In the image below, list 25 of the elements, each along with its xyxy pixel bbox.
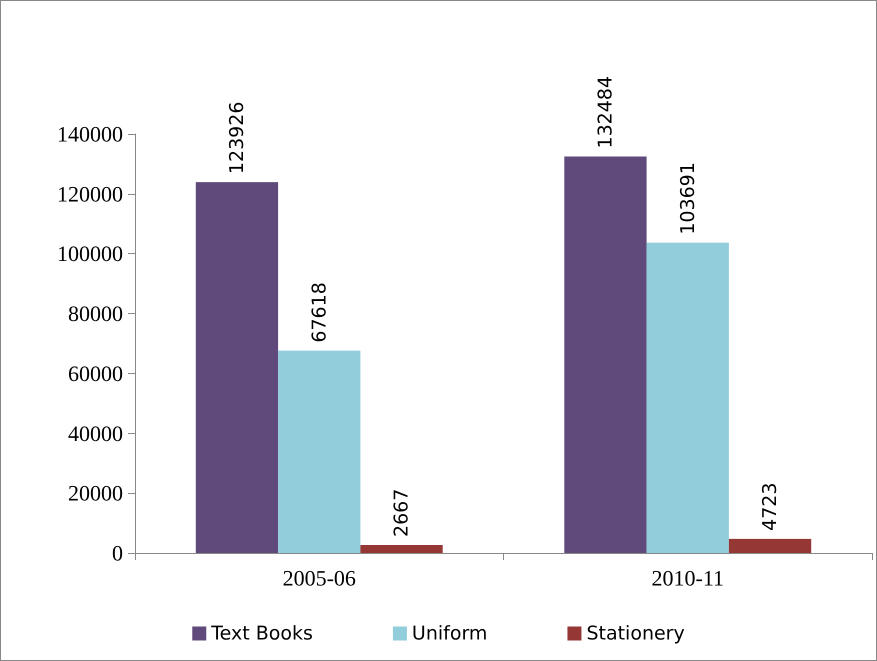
- bar: [728, 538, 812, 553]
- y-tick-label: 140000: [57, 122, 123, 146]
- bar: [564, 156, 647, 553]
- data-label: 123926: [226, 102, 248, 174]
- y-tick-label: 120000: [57, 181, 123, 206]
- bar: [278, 350, 360, 553]
- data-label: 132484: [594, 76, 616, 148]
- x-tick-label: 2010-11: [651, 566, 724, 590]
- data-label: 103691: [676, 162, 699, 235]
- data-label: 4723: [759, 482, 782, 531]
- y-tick-label: 60000: [68, 360, 123, 386]
- y-tick-label: 0: [112, 540, 123, 566]
- legend-label: Uniform: [412, 622, 488, 644]
- y-tick-label: 80000: [68, 301, 123, 326]
- data-label: 2667: [390, 488, 413, 538]
- bar: [360, 545, 443, 553]
- bar: [646, 242, 729, 553]
- bar: [196, 182, 278, 553]
- data-label: 67618: [308, 282, 330, 343]
- x-tick-label: 2005-06: [282, 566, 356, 590]
- y-tick-label: 20000: [68, 480, 123, 506]
- y-tick-label: 100000: [57, 241, 123, 266]
- y-tick-label: 40000: [68, 420, 123, 446]
- legend-label: Stationery: [586, 622, 685, 644]
- legend-label: Text Books: [210, 622, 313, 644]
